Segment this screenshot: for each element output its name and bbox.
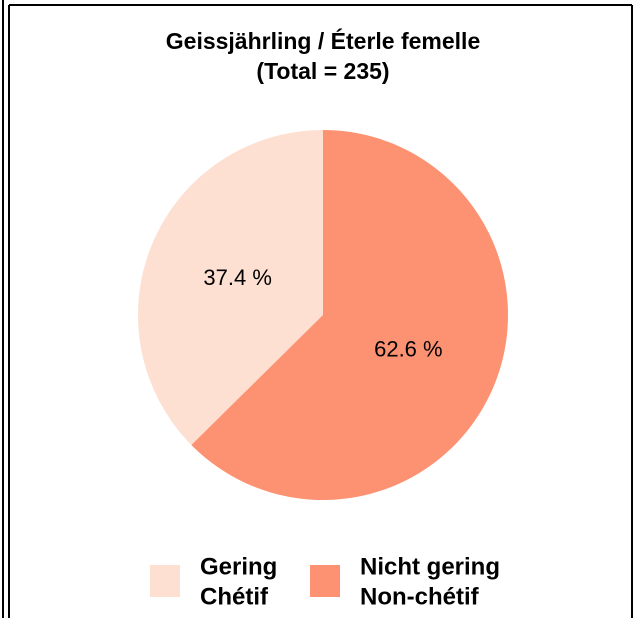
chart-title: Geissjährling / Éterle femelle: [166, 27, 480, 54]
legend-label: Chétif: [200, 583, 269, 610]
slice-label: 62.6 %: [374, 336, 443, 361]
slice-label: 37.4 %: [203, 265, 272, 290]
legend-label: Nicht gering: [360, 553, 500, 580]
legend-swatch: [150, 565, 180, 597]
legend-label: Non-chétif: [360, 583, 480, 610]
legend-swatch: [310, 565, 340, 597]
chart-subtitle: (Total = 235): [256, 58, 389, 84]
legend-label: Gering: [200, 553, 277, 580]
pie-slice: [138, 130, 323, 445]
pie-slice: [191, 130, 509, 501]
